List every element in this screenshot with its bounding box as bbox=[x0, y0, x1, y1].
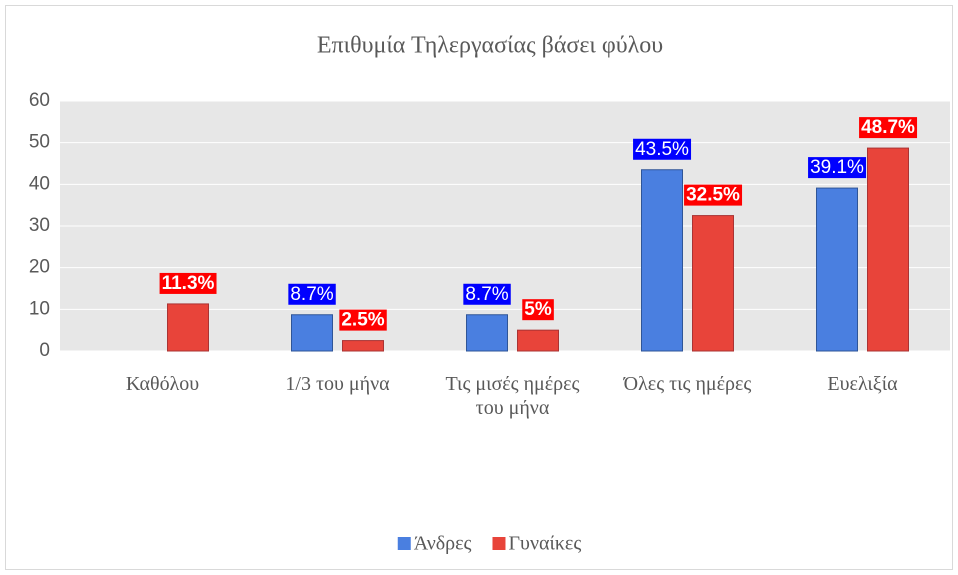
bar bbox=[517, 329, 559, 352]
x-tick-line: Όλες τις ημέρες bbox=[623, 373, 752, 395]
value-label-bg bbox=[808, 157, 867, 179]
value-label-bg bbox=[522, 299, 554, 321]
x-tick-label: Καθόλου bbox=[126, 373, 199, 395]
y-tick-label: 10 bbox=[29, 298, 50, 319]
value-label: 5% bbox=[524, 299, 552, 320]
x-tick-line: 1/3 του μήνα bbox=[285, 373, 390, 395]
value-label: 8.7% bbox=[290, 284, 333, 305]
x-tick-line: Τις μισές ημέρες bbox=[446, 373, 580, 395]
x-tick-label: Τις μισές ημέρες του μήνα bbox=[446, 373, 580, 419]
x-tick-label: Όλες τις ημέρες bbox=[623, 373, 752, 395]
value-label-bg bbox=[633, 138, 692, 160]
value-label-bg bbox=[339, 309, 387, 331]
y-tick-label: 0 bbox=[39, 340, 50, 361]
legend-swatch bbox=[492, 537, 506, 550]
bar bbox=[867, 147, 909, 352]
bar bbox=[342, 340, 384, 352]
value-label: 11.3% bbox=[162, 273, 215, 294]
x-tick-label: 1/3 του μήνα bbox=[285, 373, 390, 395]
bar bbox=[291, 314, 333, 352]
value-label-bg bbox=[159, 272, 217, 294]
bar bbox=[167, 303, 209, 352]
y-tick-label: 30 bbox=[29, 215, 50, 236]
legend-swatch bbox=[397, 537, 411, 550]
bar bbox=[466, 314, 508, 352]
value-label-bg bbox=[859, 117, 918, 139]
x-tick-line: Ευελιξία bbox=[827, 373, 898, 395]
value-label: 48.7% bbox=[861, 117, 915, 138]
y-tick-label: 20 bbox=[29, 257, 50, 278]
bar bbox=[692, 215, 734, 352]
y-tick-label: 60 bbox=[29, 90, 50, 111]
legend-label: Γυναίκες bbox=[508, 533, 581, 555]
value-label: 32.5% bbox=[686, 185, 740, 206]
value-label-bg bbox=[288, 283, 336, 305]
x-tick-label: Ευελιξία bbox=[827, 373, 898, 395]
value-label-bg bbox=[684, 184, 743, 206]
y-tick-label: 40 bbox=[29, 173, 50, 194]
legend-label: Άνδρες bbox=[414, 533, 472, 555]
x-tick-line: Καθόλου bbox=[126, 373, 199, 395]
bar bbox=[816, 187, 858, 352]
y-tick-label: 50 bbox=[29, 132, 50, 153]
value-label: 8.7% bbox=[465, 284, 508, 305]
value-label-bg bbox=[463, 283, 511, 305]
value-label: 39.1% bbox=[810, 157, 864, 178]
value-label: 43.5% bbox=[635, 139, 689, 160]
chart-title: Επιθυμία Τηλεργασίας βάσει φύλου bbox=[317, 33, 663, 59]
x-tick-line: του μήνα bbox=[476, 397, 550, 419]
bar bbox=[641, 169, 683, 352]
value-label: 2.5% bbox=[341, 310, 384, 331]
